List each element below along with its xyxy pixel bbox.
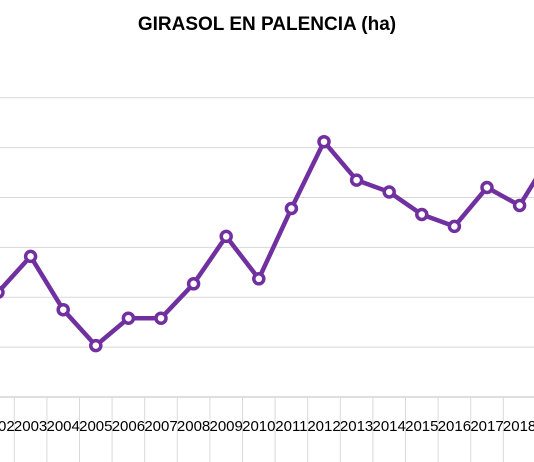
series-line: [0, 139, 534, 348]
data-point: [317, 134, 331, 149]
data-point: [23, 249, 38, 264]
data-point: [415, 207, 429, 222]
data-point: [382, 185, 396, 199]
data-point: [284, 201, 299, 216]
data-point: [56, 302, 70, 317]
x-tick-label: 2015: [405, 418, 438, 435]
data-point: [154, 311, 168, 325]
x-tick-label: 2006: [112, 418, 145, 435]
x-tick-label: 2005: [79, 418, 112, 435]
data-point: [89, 338, 103, 353]
data-point: [219, 229, 233, 244]
x-tick-label: 2008: [177, 418, 210, 435]
x-tick-label: 2014: [373, 418, 406, 435]
data-point: [186, 277, 201, 291]
data-point: [0, 285, 5, 299]
x-tick-label: 2009: [210, 418, 243, 435]
x-tick-label: 2018: [503, 418, 534, 435]
x-tick-label: 2013: [340, 418, 373, 435]
x-tick-label: 2003: [14, 418, 47, 435]
x-tick-label: 2012: [307, 418, 340, 435]
x-tick-label: 2002: [0, 418, 15, 435]
chart-title: GIRASOL EN PALENCIA (ha): [137, 14, 397, 35]
data-point: [121, 311, 136, 325]
x-tick-label: 2010: [242, 418, 275, 435]
data-point: [349, 173, 364, 187]
x-tick-label: 2016: [438, 418, 471, 435]
x-tick-label: 2004: [47, 418, 80, 435]
data-point: [512, 198, 527, 213]
data-point: [447, 219, 462, 234]
data-point: [252, 272, 266, 286]
x-tick-label: 2017: [470, 418, 503, 435]
x-tick-label: 2007: [144, 418, 177, 435]
x-tick-label: 2011: [275, 418, 307, 435]
data-point: [480, 180, 494, 195]
